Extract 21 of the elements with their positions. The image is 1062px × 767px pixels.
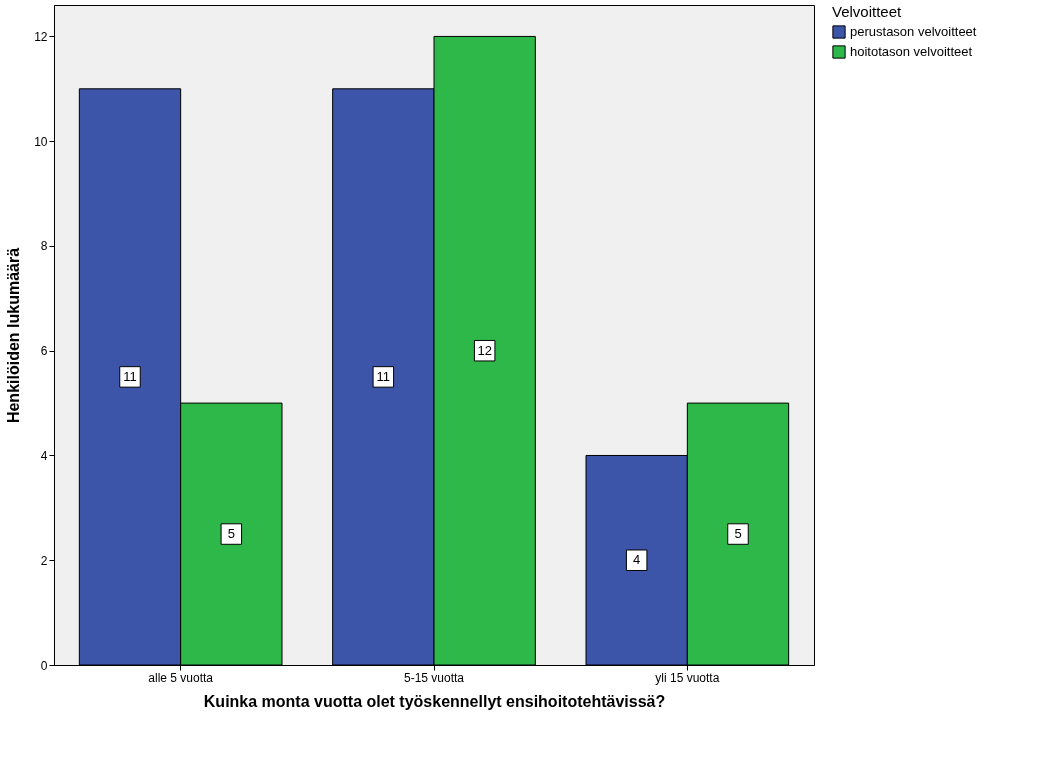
x-tick-label: yli 15 vuotta xyxy=(655,670,720,685)
data-label: 5 xyxy=(734,526,742,542)
y-tick-label: 6 xyxy=(40,344,48,359)
x-tick-label: alle 5 vuotta xyxy=(148,670,214,685)
y-tick-label: 8 xyxy=(40,239,48,254)
data-label: 11 xyxy=(123,368,137,384)
y-tick-label: 10 xyxy=(34,134,48,149)
y-tick-label: 2 xyxy=(40,553,48,568)
y-tick-label: 12 xyxy=(34,29,48,44)
data-label: 4 xyxy=(633,552,641,568)
legend-label: perustason velvoitteet xyxy=(850,24,977,39)
x-tick-label: 5-15 vuotta xyxy=(403,670,465,685)
legend-title: Velvoitteet xyxy=(832,3,903,20)
legend-label: hoitotason velvoitteet xyxy=(850,44,973,59)
data-label: 5 xyxy=(227,526,235,542)
x-axis-title: Kuinka monta vuotta olet työskennellyt ensihoitotehtävissä? xyxy=(203,692,666,710)
y-tick-label: 4 xyxy=(40,448,48,463)
data-label: 11 xyxy=(376,368,391,384)
data-label: 12 xyxy=(477,342,492,358)
y-axis-title: Henkilöiden lukumäärä xyxy=(5,247,23,424)
y-tick-label: 0 xyxy=(40,658,48,673)
